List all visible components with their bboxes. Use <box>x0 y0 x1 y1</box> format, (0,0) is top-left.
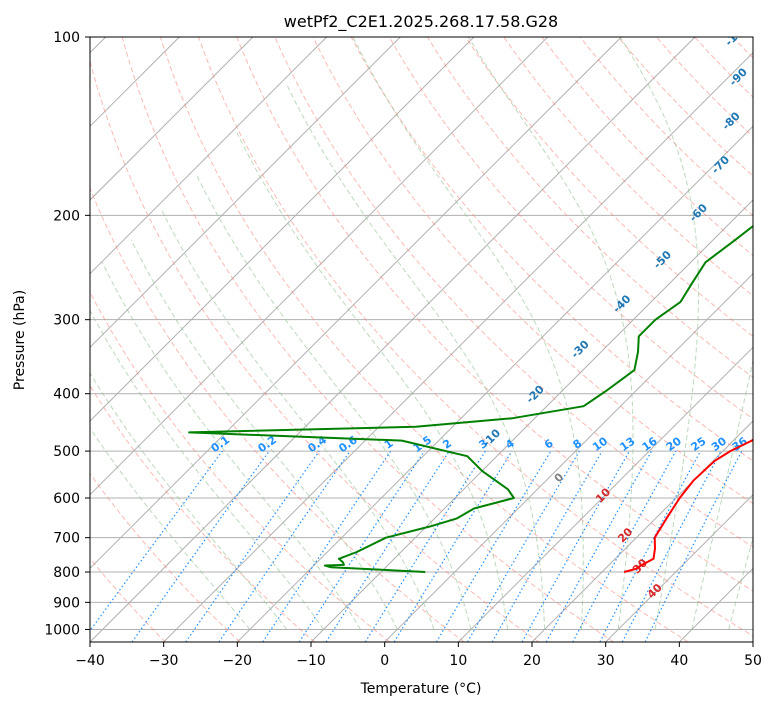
x-axis-label: Temperature (°C) <box>360 681 482 697</box>
mixing-ratio-line <box>572 450 677 642</box>
isotherm-line <box>90 37 622 570</box>
dry-adiabat <box>388 37 753 420</box>
dry-adiabat <box>121 37 614 642</box>
dewpoint-profile <box>188 224 753 573</box>
isotherm-line <box>90 37 401 349</box>
x-tick-label: −30 <box>149 653 179 669</box>
moist-adiabat <box>90 371 288 630</box>
isotherm-line <box>90 37 328 275</box>
dry-adiabat <box>90 472 241 642</box>
isotherm-line <box>90 37 549 496</box>
y-tick-label: 500 <box>53 444 80 460</box>
mixing-ratio-line <box>644 450 743 642</box>
y-tick-label: 800 <box>53 565 80 581</box>
x-tick-label: 20 <box>523 653 541 669</box>
moist-adiabat <box>728 536 753 630</box>
y-tick-label: 1000 <box>44 622 80 638</box>
moist-adiabats <box>90 37 753 630</box>
isotherm-line <box>457 346 753 642</box>
dry-adiabat <box>236 37 753 592</box>
moist-adiabat <box>90 309 325 630</box>
x-tick-label: 0 <box>380 653 389 669</box>
moist-adiabat <box>236 132 509 630</box>
pressure-grid <box>90 37 753 630</box>
x-tick-label: −40 <box>75 653 105 669</box>
axes: −40 −30 −20 −10 0 10 20 30 40 50 1000 900 800 700 600 5… <box>44 30 762 669</box>
dry-adiabat <box>350 37 753 462</box>
dry-adiabat <box>90 59 540 642</box>
skewed-isotherms <box>90 37 753 642</box>
moist-adiabat <box>101 262 361 630</box>
plot-frame <box>89 36 754 643</box>
moist-adiabat <box>90 427 251 630</box>
dry-adiabat <box>90 384 316 642</box>
dry-adiabat <box>90 187 465 642</box>
mixing-ratio-line <box>545 450 653 642</box>
isotherm-line <box>605 493 753 642</box>
mixing-ratio-line <box>131 450 270 642</box>
dry-adiabat <box>274 37 753 548</box>
mixing-ratio-line <box>521 450 631 642</box>
y-tick-label: 600 <box>53 491 80 507</box>
isotherm-line <box>163 51 753 642</box>
isotherm-line <box>90 37 254 201</box>
x-tick-label: 40 <box>670 653 688 669</box>
y-axis-label: Pressure (hPa) <box>12 290 28 390</box>
isotherm-line <box>531 420 753 642</box>
x-tick-label: −20 <box>223 653 253 669</box>
isotherm-line <box>236 125 753 642</box>
chart-title: wetPf2_C2E1.2025.268.17.58.G28 <box>284 12 558 32</box>
y-tick-label: 900 <box>53 595 80 611</box>
y-tick-label: 300 <box>53 313 80 329</box>
dry-adiabat <box>90 557 166 642</box>
dry-adiabat <box>197 37 753 637</box>
moist-adiabat <box>160 208 435 630</box>
dry-adiabat <box>159 37 689 642</box>
y-tick-label: 100 <box>53 30 80 46</box>
mixing-ratio-lines <box>90 450 743 642</box>
dry-adiabat-label: -100 <box>722 20 751 49</box>
dry-adiabat <box>426 37 753 378</box>
isotherm-line <box>90 37 475 422</box>
moist-adiabat <box>195 173 472 630</box>
y-tick-label: 200 <box>53 208 80 224</box>
dry-adiabat <box>90 291 390 642</box>
moist-adiabat <box>285 83 546 630</box>
mixing-ratio-line <box>262 450 392 642</box>
mixing-ratio-line <box>393 450 513 642</box>
x-tick-label: −10 <box>296 653 326 669</box>
dry-adiabat <box>465 37 753 337</box>
y-tick-label: 400 <box>53 387 80 403</box>
x-tick-label: 50 <box>744 653 762 669</box>
isotherm-line <box>310 199 753 642</box>
isotherm-line <box>384 272 753 642</box>
y-tick-label: 700 <box>53 531 80 547</box>
temperature-profile <box>623 438 753 573</box>
mixing-ratio-line <box>298 450 425 642</box>
mixing-ratio-line <box>325 450 450 642</box>
x-tick-label: 10 <box>449 653 467 669</box>
isotherm-line <box>90 37 696 642</box>
moist-adiabat <box>352 37 584 630</box>
moist-adiabat <box>691 358 753 630</box>
dry-adiabats <box>90 37 753 642</box>
x-tick-label: 30 <box>597 653 615 669</box>
moist-adiabat <box>467 37 634 630</box>
mixing-ratio-line <box>90 450 223 632</box>
sounding-profiles <box>188 224 753 573</box>
mixing-ratio-line <box>218 450 351 642</box>
moist-adiabat <box>619 37 699 630</box>
mixing-ratio-line <box>185 450 320 642</box>
